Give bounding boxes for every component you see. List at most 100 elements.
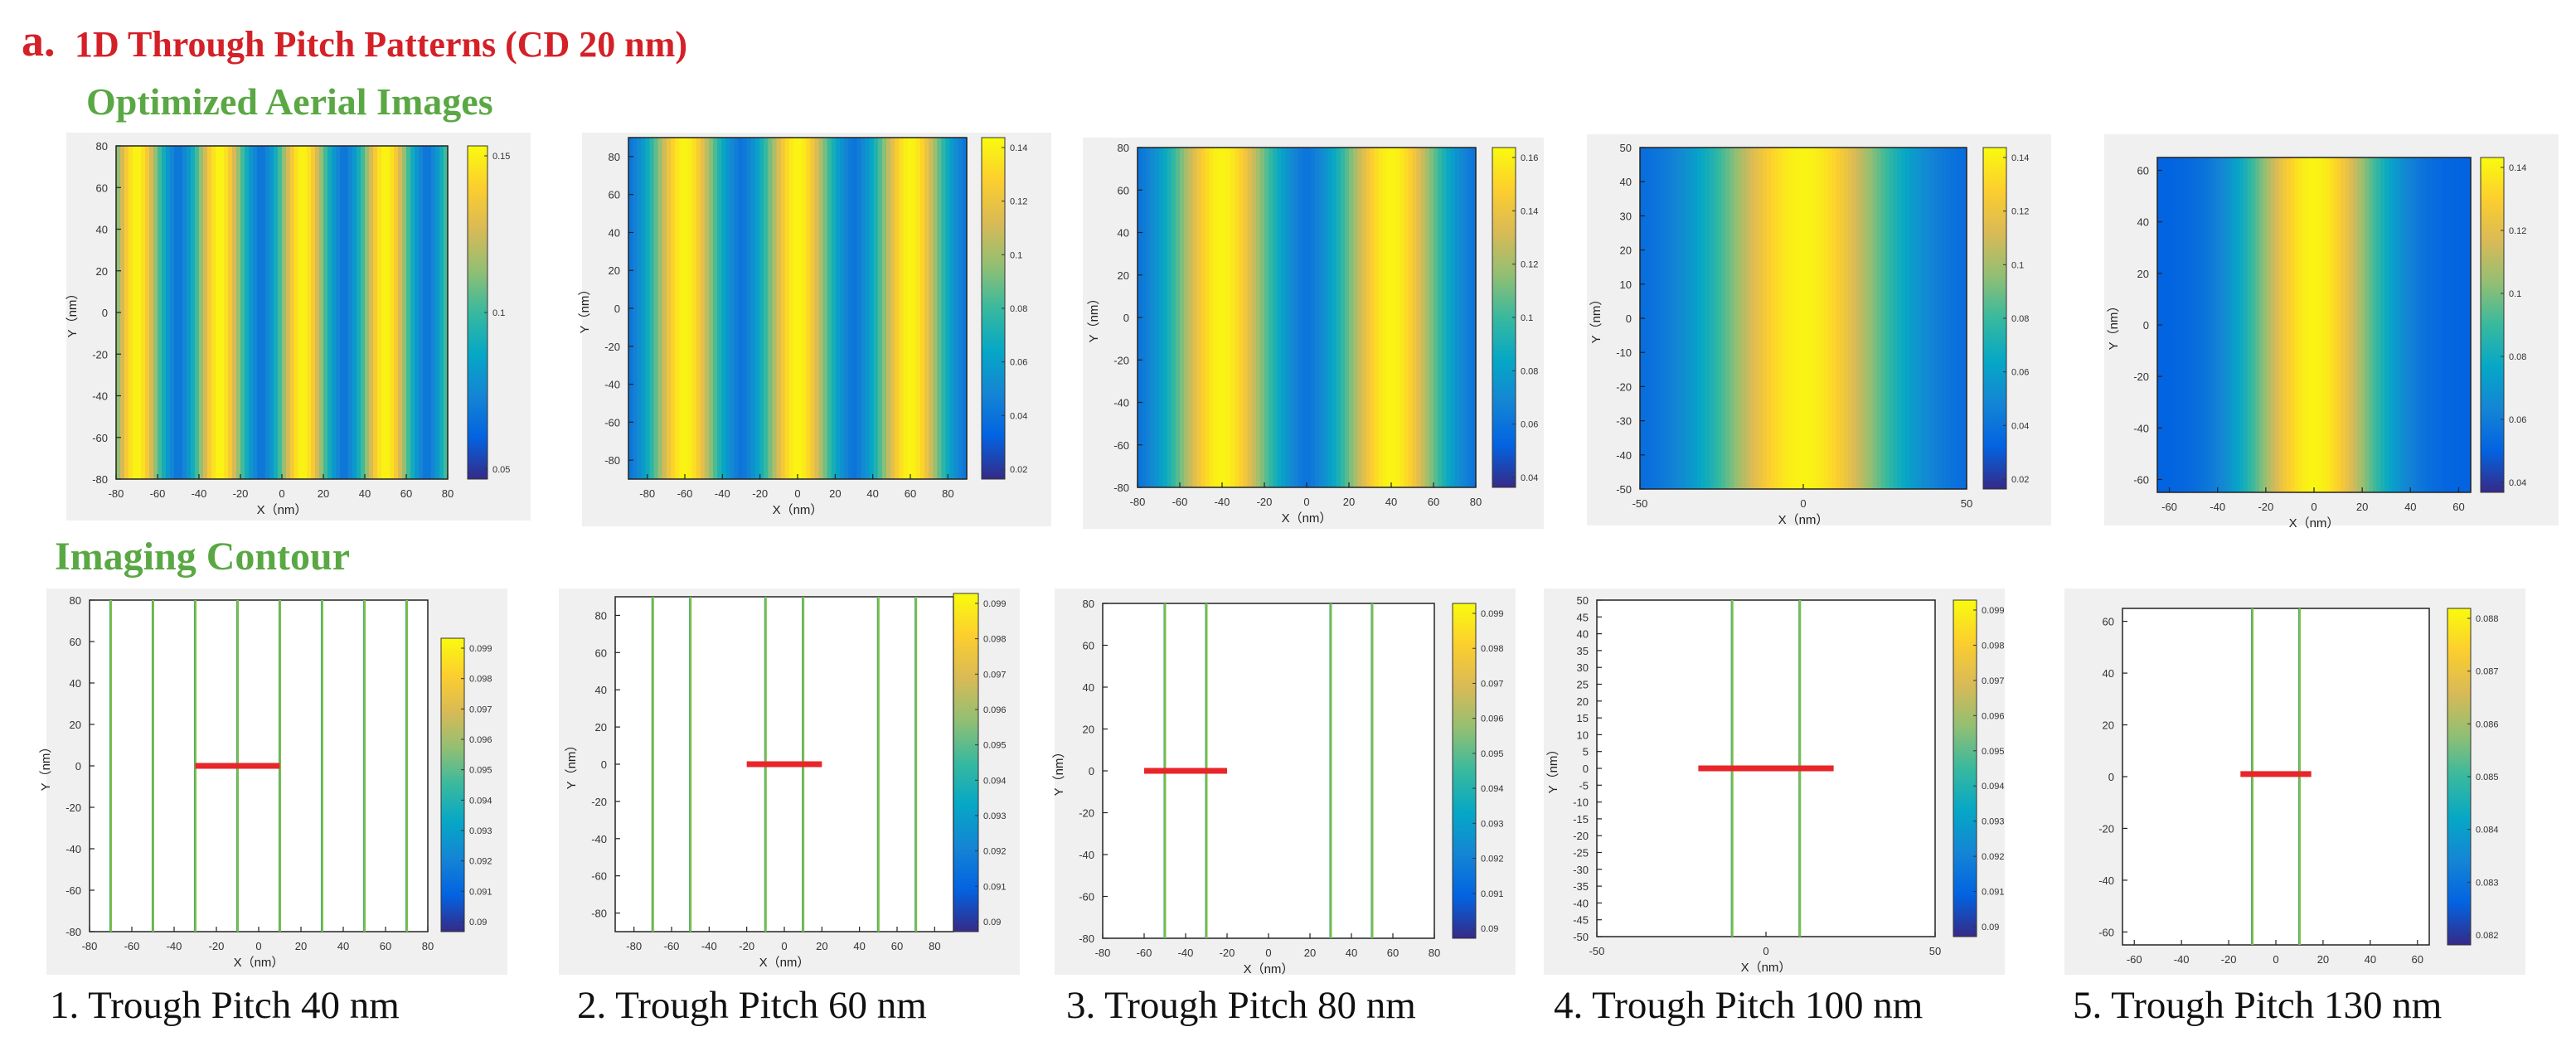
aerial-4-xtick-label-2: 50	[1961, 497, 1972, 510]
aerial-2-cell-51	[844, 138, 849, 479]
aerial-2-xtick-label-1: -60	[677, 487, 693, 500]
contour-5: -60 -40 -20 0 20 40 60 60 40 20 0 -20 -40 -60 0.088 0.0…	[2064, 588, 2525, 975]
aerial-1-cell-3	[129, 146, 133, 479]
aerial-5-cell-12	[2204, 157, 2210, 492]
contour-2-cbtick-label-7: 0.092	[983, 847, 1007, 857]
aerial-3-xtick-label-8: 80	[1470, 496, 1482, 508]
aerial-1-cell-43	[294, 146, 299, 479]
aerial-2-cell-63	[895, 138, 900, 479]
aerial-1-cell-5	[137, 146, 142, 479]
aerial-3-cell-23	[1235, 148, 1239, 487]
aerial-1-ytick-label-7: -60	[92, 432, 108, 444]
aerial-2-cell-69	[919, 138, 925, 479]
aerial-3-cell-26	[1247, 148, 1253, 487]
contour-5-cbtick-label-0: 0.088	[2476, 614, 2499, 624]
aerial-4-cell-27	[1749, 148, 1755, 489]
aerial-3-cbtick-label-3: 0.1	[1521, 313, 1533, 323]
contour-5-cbtick-label-2: 0.086	[2476, 719, 2499, 729]
contour-2-xtick-label-2: -40	[701, 940, 717, 952]
aerial-1-cell-21	[203, 146, 208, 479]
contour-1-xtick-label-7: 60	[380, 940, 391, 952]
aerial-3-ytick-label-3: 20	[1118, 269, 1129, 282]
contour-1-cbtick-label-7: 0.092	[469, 857, 492, 867]
aerial-2-cell-43	[810, 138, 815, 479]
contour-4: -50 0 5050454035302520151050-5-10-15-20-25…	[1544, 588, 2005, 975]
aerial-3-cell-24	[1239, 148, 1244, 487]
aerial-3-xtick-label-6: 40	[1385, 496, 1397, 508]
aerial-3-xlabel: X（nm）	[1282, 511, 1332, 526]
contour-4-cbtick-label-5: 0.094	[1982, 782, 2005, 792]
contour-3-ytick-label-3: 20	[1083, 724, 1094, 736]
contour-4-ytick-label-16: -30	[1573, 864, 1589, 876]
aerial-1-cell-62	[373, 146, 378, 479]
aerial-2-cell-62	[890, 138, 895, 479]
aerial-1-cell-22	[207, 146, 212, 479]
aerial-3-cell-59	[1386, 148, 1392, 487]
aerial-1-cell-79	[444, 146, 449, 479]
aerial-1-cell-70	[406, 146, 411, 479]
contour-3-ytick-label-0: 80	[1083, 598, 1094, 610]
contour-4-ytick-label-13: -15	[1573, 813, 1589, 826]
aerial-2-cell-46	[822, 138, 828, 479]
contour-2-xtick-label-5: 20	[816, 940, 827, 952]
aerial-4-ytick-label-6: -10	[1616, 346, 1632, 359]
aerial-1-cell-49	[319, 146, 324, 479]
aerial-2-colorbar	[981, 137, 1006, 480]
aerial-3-cell-16	[1205, 148, 1210, 487]
contour-2-xtick-label-4: 0	[781, 940, 787, 952]
aerial-1-cell-1	[120, 146, 125, 479]
contour-4-cbtick-label-3: 0.096	[1982, 711, 2005, 721]
aerial-4-cell-39	[1799, 148, 1804, 489]
aerial-1-xtick-label-2: -40	[192, 487, 207, 500]
aerial-5-cbtick-label-0: 0.14	[2509, 163, 2526, 173]
aerial-5-cell-72	[2439, 157, 2444, 492]
aerial-2-cell-76	[949, 138, 955, 479]
aerial-3-cell-68	[1424, 148, 1430, 487]
aerial-2: -80 -60 -40 -20 0 20 40 60 80 80 60 40 20 0 -20 -40 -60 -…	[578, 133, 1051, 526]
aerial-4-cell-21	[1725, 148, 1730, 489]
aerial-4-ytick-label-1: 40	[1620, 176, 1632, 188]
aerial-5-cell-58	[2384, 157, 2389, 492]
aerial-5-cell-77	[2458, 157, 2464, 492]
contour-4-ytick-label-8: 10	[1577, 729, 1589, 741]
aerial-4-cell-17	[1709, 148, 1715, 489]
caption-5: 5. Trough Pitch 130 nm	[2073, 984, 2443, 1027]
contour-5-xtick-label-4: 20	[2317, 953, 2329, 966]
aerial-2-xtick-label-0: -80	[639, 487, 655, 500]
aerial-5-cell-13	[2208, 157, 2213, 492]
aerial-3-cell-56	[1374, 148, 1380, 487]
aerial-3-cell-35	[1285, 148, 1291, 487]
aerial-4-cell-35	[1783, 148, 1788, 489]
aerial-4-cell-18	[1713, 148, 1719, 489]
aerial-4-cell-34	[1778, 148, 1783, 489]
aerial-2-cell-36	[780, 138, 786, 479]
aerial-5-ytick-label-0: 60	[2137, 165, 2149, 177]
aerial-4-ytick-label-5: 0	[1626, 312, 1632, 325]
aerial-3-cell-36	[1289, 148, 1295, 487]
aerial-5-cell-66	[2415, 157, 2421, 492]
aerial-3-ytick-label-7: -60	[1113, 439, 1129, 452]
contour-4-ytick-label-14: -20	[1573, 830, 1589, 842]
aerial-4-cell-43	[1815, 148, 1821, 489]
contour-5-cbtick-label-3: 0.085	[2476, 773, 2499, 782]
contour-4-ytick-label-17: -35	[1573, 880, 1589, 893]
aerial-4-cell-69	[1921, 148, 1927, 489]
aerial-3-cell-66	[1416, 148, 1422, 487]
aerial-1-cell-33	[253, 146, 258, 479]
aerial-5-cell-57	[2380, 157, 2385, 492]
aerial-4-cell-40	[1803, 148, 1808, 489]
aerial-1-cell-42	[290, 146, 295, 479]
aerial-3-cell-34	[1281, 148, 1287, 487]
aerial-3-cell-78	[1467, 148, 1472, 487]
aerial-2-cell-59	[877, 138, 883, 479]
contour-4-cbtick-label-6: 0.093	[1982, 817, 2005, 827]
aerial-3-xtick-label-7: 60	[1428, 496, 1439, 508]
aerial-2-cell-8	[662, 138, 667, 479]
aerial-1-cell-60	[365, 146, 370, 479]
contour-4-cbtick-label-1: 0.098	[1982, 641, 2005, 651]
contour-3-ytick-label-5: -20	[1079, 807, 1094, 820]
aerial-2-cell-67	[911, 138, 917, 479]
aerial-5-cell-2	[2165, 157, 2170, 492]
aerial-4-cell-50	[1844, 148, 1849, 489]
